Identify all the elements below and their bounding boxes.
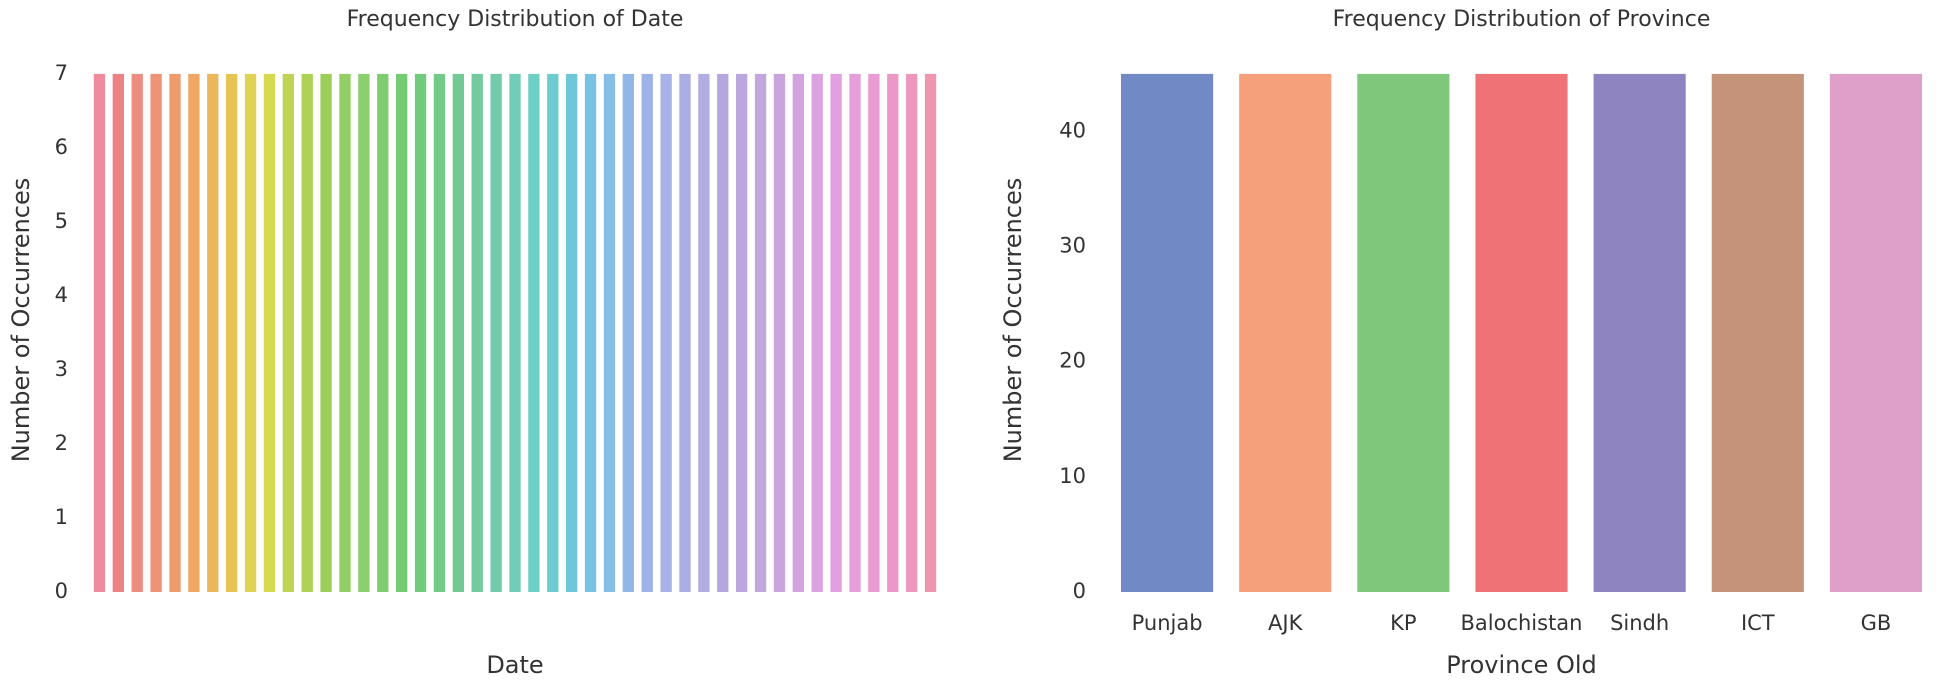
x-tick-label: GB [1861, 611, 1892, 635]
bar [93, 73, 106, 592]
bar [868, 73, 880, 592]
bar [396, 73, 408, 592]
y-tick-label: 3 [55, 357, 68, 381]
bar [736, 73, 748, 592]
x-tick-label: Balochistan [1460, 611, 1582, 635]
y-tick-label: 20 [1059, 349, 1086, 373]
bar [906, 73, 918, 592]
bar [301, 73, 313, 592]
y-tick-label: 7 [55, 61, 68, 85]
bar [641, 73, 653, 592]
bar [358, 73, 370, 592]
bar [811, 73, 823, 592]
bar [320, 73, 332, 592]
bar [547, 73, 559, 592]
bar [377, 73, 389, 592]
y-tick-label: 40 [1059, 118, 1086, 142]
chart-title: Frequency Distribution of Province [1333, 7, 1711, 32]
y-tick-label: 5 [55, 209, 68, 233]
bar [131, 73, 143, 592]
chart-title: Frequency Distribution of Date [347, 7, 684, 32]
x-tick-label: Punjab [1132, 611, 1203, 635]
bar [1357, 73, 1450, 592]
bar [1475, 73, 1568, 592]
bar [471, 73, 483, 592]
bar [698, 73, 710, 592]
y-axis-label: Number of Occurrences [999, 178, 1027, 463]
bar [1239, 73, 1332, 592]
bar [584, 73, 597, 592]
bar [112, 73, 124, 592]
bar [566, 73, 578, 592]
x-tick-label: AJK [1268, 611, 1304, 635]
y-tick-label: 30 [1059, 234, 1086, 258]
bar [622, 73, 634, 592]
bar [169, 73, 181, 592]
y-tick-label: 10 [1059, 464, 1086, 488]
x-tick-label: ICT [1741, 611, 1775, 635]
bar [830, 73, 842, 592]
y-tick-label: 1 [55, 505, 68, 529]
bar [792, 73, 804, 592]
bar [1829, 73, 1923, 592]
y-tick-label: 2 [55, 431, 68, 455]
x-tick-label: KP [1390, 611, 1416, 635]
bar [754, 73, 767, 592]
bar [849, 73, 861, 592]
y-tick-label: 0 [55, 579, 68, 603]
bar [188, 73, 200, 592]
bar [150, 73, 162, 592]
bar [263, 73, 276, 592]
bar [339, 73, 351, 592]
bar [509, 73, 521, 592]
bar [1593, 73, 1686, 592]
bar [414, 73, 427, 592]
bar [887, 73, 899, 592]
bar [282, 73, 294, 592]
bar [603, 73, 616, 592]
bar [660, 73, 672, 592]
bar [226, 73, 238, 592]
x-tick-label: Sindh [1610, 611, 1669, 635]
bar [924, 73, 937, 592]
bar [717, 73, 729, 592]
bar [452, 73, 464, 592]
bar [679, 73, 691, 592]
x-axis-label: Date [486, 651, 543, 679]
bar [433, 73, 446, 592]
bar [244, 73, 257, 592]
bar [1120, 73, 1214, 592]
y-tick-label: 4 [55, 283, 68, 307]
y-axis-label: Number of Occurrences [7, 178, 35, 463]
y-tick-label: 0 [1073, 579, 1086, 603]
x-axis-label: Province Old [1446, 651, 1597, 679]
bar [773, 73, 786, 592]
bar [490, 73, 502, 592]
bar [1711, 73, 1804, 592]
bar [207, 73, 219, 592]
y-tick-label: 6 [55, 135, 68, 159]
bar [528, 73, 540, 592]
